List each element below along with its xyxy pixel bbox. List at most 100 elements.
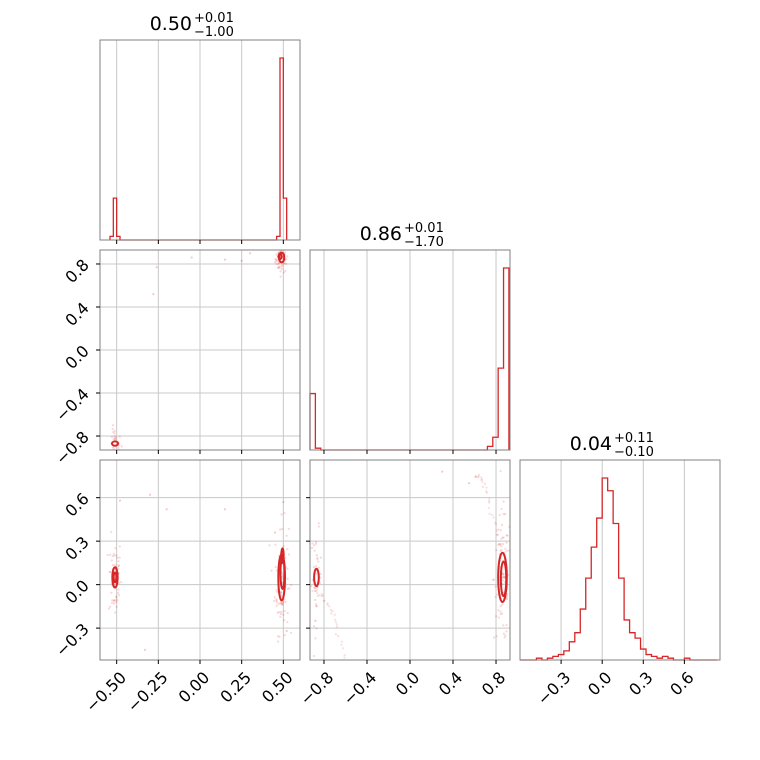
scatter-0-1-point: [113, 437, 116, 440]
scatter-1-2-point: [500, 548, 503, 552]
scatter-0-2-contour: [279, 556, 286, 590]
scatter-1-2-point: [315, 572, 318, 575]
scatter-0-2-point: [290, 583, 293, 587]
scatter-1-2-point: [499, 612, 502, 616]
scatter-1-2-point: [334, 633, 338, 636]
hist-title-value: 0.86: [360, 223, 402, 245]
scatter-1-2-point: [506, 593, 509, 596]
scatter-0-2-point: [280, 603, 283, 606]
scatter-1-2-point: [326, 603, 329, 606]
scatter-0-2-point: [113, 554, 116, 557]
scatter-0-1-point: [285, 258, 288, 261]
scatter-0-1-point: [155, 266, 158, 269]
scatter-0-2-point: [279, 591, 283, 594]
scatter-0-2-point: [273, 596, 276, 599]
scatter-0-2-point: [284, 557, 287, 560]
scatter-1-2-point: [319, 572, 322, 576]
scatter-1-2-point: [500, 507, 503, 511]
scatter-1-2-point: [502, 500, 505, 503]
scatter-0-2-point: [283, 512, 286, 515]
x-tick-label: 0.6: [666, 668, 697, 699]
scatter-1-2-point: [328, 605, 331, 608]
scatter-1-2-point: [500, 603, 504, 606]
scatter-1-2-point: [504, 512, 507, 516]
scatter-0-1-point: [275, 260, 278, 263]
scatter-0-2-point: [115, 554, 118, 557]
scatter-0-1-point: [114, 436, 117, 439]
scatter-0-2-point: [274, 565, 277, 569]
scatter-0-1-point: [283, 262, 286, 265]
scatter-1-2-point: [502, 624, 505, 627]
scatter-1-2-point: [500, 545, 503, 548]
scatter-0-1-point: [279, 270, 282, 273]
hist-title-minus: −1.70: [404, 235, 444, 250]
scatter-1-2-point: [501, 583, 504, 586]
scatter-1-2-point: [314, 589, 317, 593]
scatter-0-2-point: [113, 599, 116, 602]
scatter-0-2-point: [117, 582, 121, 585]
scatter-0-2-point: [115, 605, 118, 608]
scatter-0-1-point: [279, 275, 282, 278]
scatter-1-2-point: [314, 541, 318, 544]
scatter-1-2-point: [315, 553, 318, 557]
x-tick-label: 0.0: [392, 668, 423, 699]
scatter-0-2-point: [107, 607, 111, 610]
scatter-0-2-point: [113, 563, 116, 567]
scatter-1-2-point: [313, 586, 316, 589]
x-tick-label: 0.00: [175, 668, 214, 707]
scatter-0-2-point: [279, 601, 283, 604]
scatter-1-2-point: [503, 576, 506, 579]
scatter-1-2-point: [316, 556, 319, 559]
scatter-0-2-point: [282, 600, 285, 604]
scatter-0-1-point: [280, 265, 283, 268]
scatter-1-2-point: [499, 549, 502, 552]
scatter-0-2-contour: [280, 547, 285, 564]
scatter-0-2-point: [111, 564, 115, 567]
scatter-1-2-point: [329, 608, 332, 611]
scatter-0-1-point: [273, 261, 277, 264]
hist-title-minus: −1.00: [194, 25, 234, 40]
scatter-0-1-point: [276, 266, 279, 270]
scatter-0-1-point: [223, 258, 227, 261]
scatter-0-2-point: [288, 587, 291, 590]
scatter-0-2-point: [118, 499, 122, 502]
scatter-1-2-point: [317, 525, 320, 528]
scatter-1-2-point: [503, 551, 507, 554]
scatter-0-2-point: [268, 544, 271, 547]
scatter-0-2-point: [286, 587, 290, 590]
scatter-1-2-point: [488, 497, 491, 500]
scatter-1-2-point: [335, 623, 338, 626]
scatter-1-2-point: [495, 549, 498, 552]
scatter-1-2-point: [487, 506, 490, 510]
scatter-0-2-point: [287, 527, 290, 531]
scatter-0-2-point: [286, 620, 289, 624]
scatter-0-2-point: [275, 599, 278, 602]
scatter-0-1-contour: [111, 440, 119, 447]
scatter-1-2-point: [343, 653, 346, 657]
scatter-0-2-point: [275, 600, 278, 604]
scatter-1-2-point: [499, 610, 502, 613]
scatter-0-2-point: [110, 559, 113, 562]
scatter-0-2-point: [117, 560, 120, 563]
scatter-1-2-point: [322, 599, 325, 603]
scatter-1-2-point: [496, 593, 499, 596]
scatter-1-2-point: [504, 634, 507, 637]
scatter-0-2-point: [279, 590, 283, 593]
scatter-1-2-point: [499, 543, 502, 546]
x-tick-label: 0.8: [478, 668, 509, 699]
scatter-1-2-point: [505, 549, 509, 552]
scatter-1-2-point: [468, 482, 471, 485]
hist-title-minus: −0.10: [614, 445, 654, 460]
scatter-1-2-contour: [499, 560, 508, 598]
scatter-1-2-point: [505, 541, 508, 544]
scatter-1-2-point: [318, 594, 321, 597]
scatter-1-2-point: [314, 637, 317, 640]
scatter-1-2-point: [477, 476, 480, 479]
scatter-1-2-point: [314, 587, 317, 590]
scatter-1-2-point: [314, 603, 318, 606]
scatter-1-2-point: [317, 560, 320, 563]
scatter-1-2-point: [501, 536, 504, 539]
scatter-0-2-point: [116, 556, 119, 559]
scatter-0-2-point: [283, 619, 286, 622]
scatter-1-2-point: [311, 589, 314, 592]
